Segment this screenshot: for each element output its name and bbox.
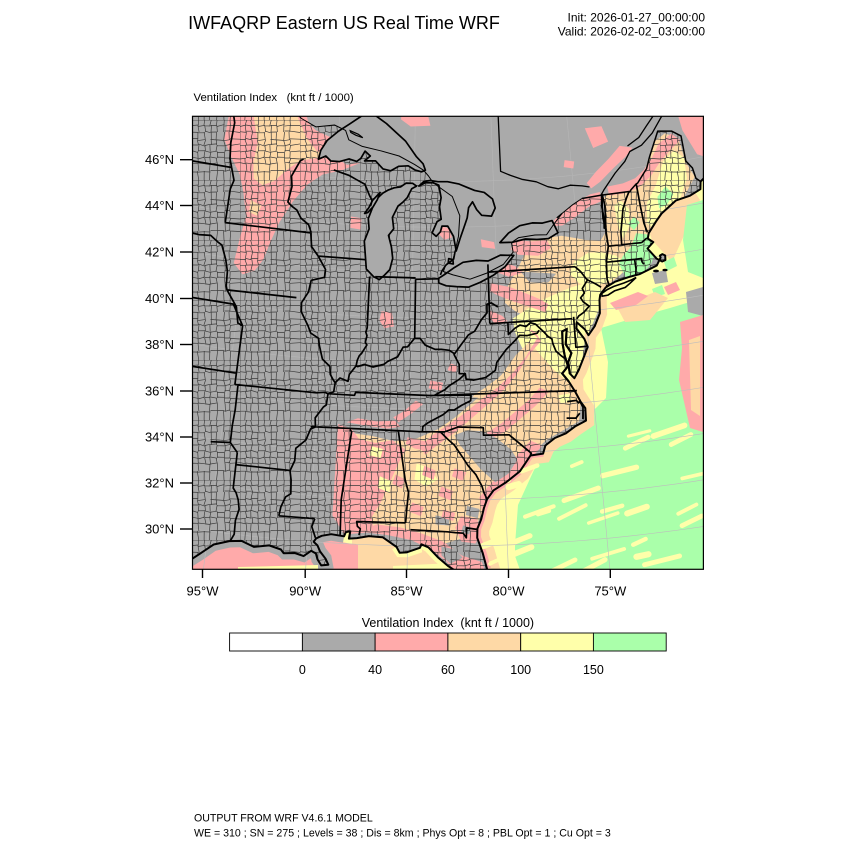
svg-text:WE = 310 ; SN = 275 ; Levels =: WE = 310 ; SN = 275 ; Levels = 38 ; Dis … <box>194 828 611 840</box>
svg-text:32°N: 32°N <box>145 476 174 491</box>
svg-text:Ventilation Index (knt ft / 1: Ventilation Index (knt ft / 1000) <box>362 616 534 630</box>
svg-text:95°W: 95°W <box>187 584 220 599</box>
svg-text:150: 150 <box>583 663 604 677</box>
svg-text:85°W: 85°W <box>391 584 424 599</box>
svg-text:90°W: 90°W <box>289 584 322 599</box>
svg-text:Valid: 2026-02-02_03:00:00: Valid: 2026-02-02_03:00:00 <box>558 25 706 39</box>
svg-text:46°N: 46°N <box>145 152 174 167</box>
svg-text:75°W: 75°W <box>594 584 627 599</box>
svg-text:80°W: 80°W <box>493 584 526 599</box>
svg-text:36°N: 36°N <box>145 384 174 399</box>
svg-text:60: 60 <box>441 663 455 677</box>
svg-text:Ventilation Index (knt ft /: Ventilation Index (knt ft / 1000) <box>194 92 354 104</box>
svg-text:Init: 2026-01-27_00:00:00: Init: 2026-01-27_00:00:00 <box>568 11 706 25</box>
svg-text:IWFAQRP Eastern US Real Time W: IWFAQRP Eastern US Real Time WRF <box>188 13 500 33</box>
svg-text:OUTPUT FROM WRF V4.6.1 MODEL: OUTPUT FROM WRF V4.6.1 MODEL <box>194 813 373 825</box>
svg-text:42°N: 42°N <box>145 245 174 260</box>
svg-text:40: 40 <box>368 663 382 677</box>
svg-text:100: 100 <box>510 663 531 677</box>
svg-text:44°N: 44°N <box>145 198 174 213</box>
svg-text:38°N: 38°N <box>145 337 174 352</box>
svg-text:34°N: 34°N <box>145 430 174 445</box>
svg-text:0: 0 <box>299 663 306 677</box>
svg-text:40°N: 40°N <box>145 291 174 306</box>
svg-text:30°N: 30°N <box>145 522 174 537</box>
